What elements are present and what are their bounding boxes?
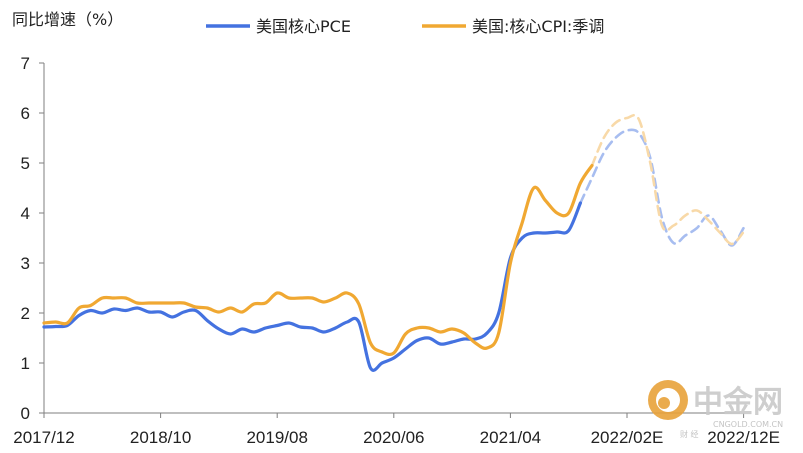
series-pce-line: [42, 201, 582, 372]
series-cpi-forecast-line: [590, 113, 745, 246]
legend-label-cpi: 美国:核心CPI:季调: [472, 17, 604, 36]
x-tick-label: 2022/02E: [591, 428, 664, 447]
watermark-domain: CNGOLD.COM.CN: [713, 420, 783, 429]
y-axis-ticks: 0 1 2 3 4 5 6 7: [21, 54, 44, 423]
y-tick-label: 3: [21, 254, 30, 273]
y-tick-label: 1: [21, 354, 30, 373]
y-tick-label: 0: [21, 404, 30, 423]
legend: 美国核心PCE 美国:核心CPI:季调: [206, 17, 604, 36]
x-tick-label: 2020/06: [363, 428, 424, 447]
y-tick-label: 7: [21, 54, 30, 73]
x-tick-label: 2022/12E: [707, 428, 780, 447]
series-pce-forecast-line: [579, 128, 745, 247]
y-axis-title: 同比增速（%）: [12, 10, 123, 29]
legend-label-pce: 美国核心PCE: [256, 17, 351, 36]
y-tick-label: 4: [21, 204, 30, 223]
x-tick-label: 2017/12: [13, 428, 74, 447]
x-tick-label: 2019/08: [246, 428, 307, 447]
y-tick-label: 6: [21, 104, 30, 123]
y-tick-label: 5: [21, 154, 30, 173]
watermark: 中金网 CNGOLD.COM.CN 财 经: [648, 380, 783, 439]
series-layer: [42, 113, 745, 372]
x-tick-label: 2018/10: [130, 428, 191, 447]
x-axis-ticks: 2017/12 2018/10 2019/08 2020/06 2021/04 2022/…: [13, 413, 780, 447]
series-cpi-line: [42, 163, 594, 357]
x-tick-label: 2021/04: [480, 428, 541, 447]
watermark-brand: 中金网: [693, 385, 783, 420]
y-tick-label: 2: [21, 304, 30, 323]
watermark-tagline: 财 经: [680, 429, 699, 439]
